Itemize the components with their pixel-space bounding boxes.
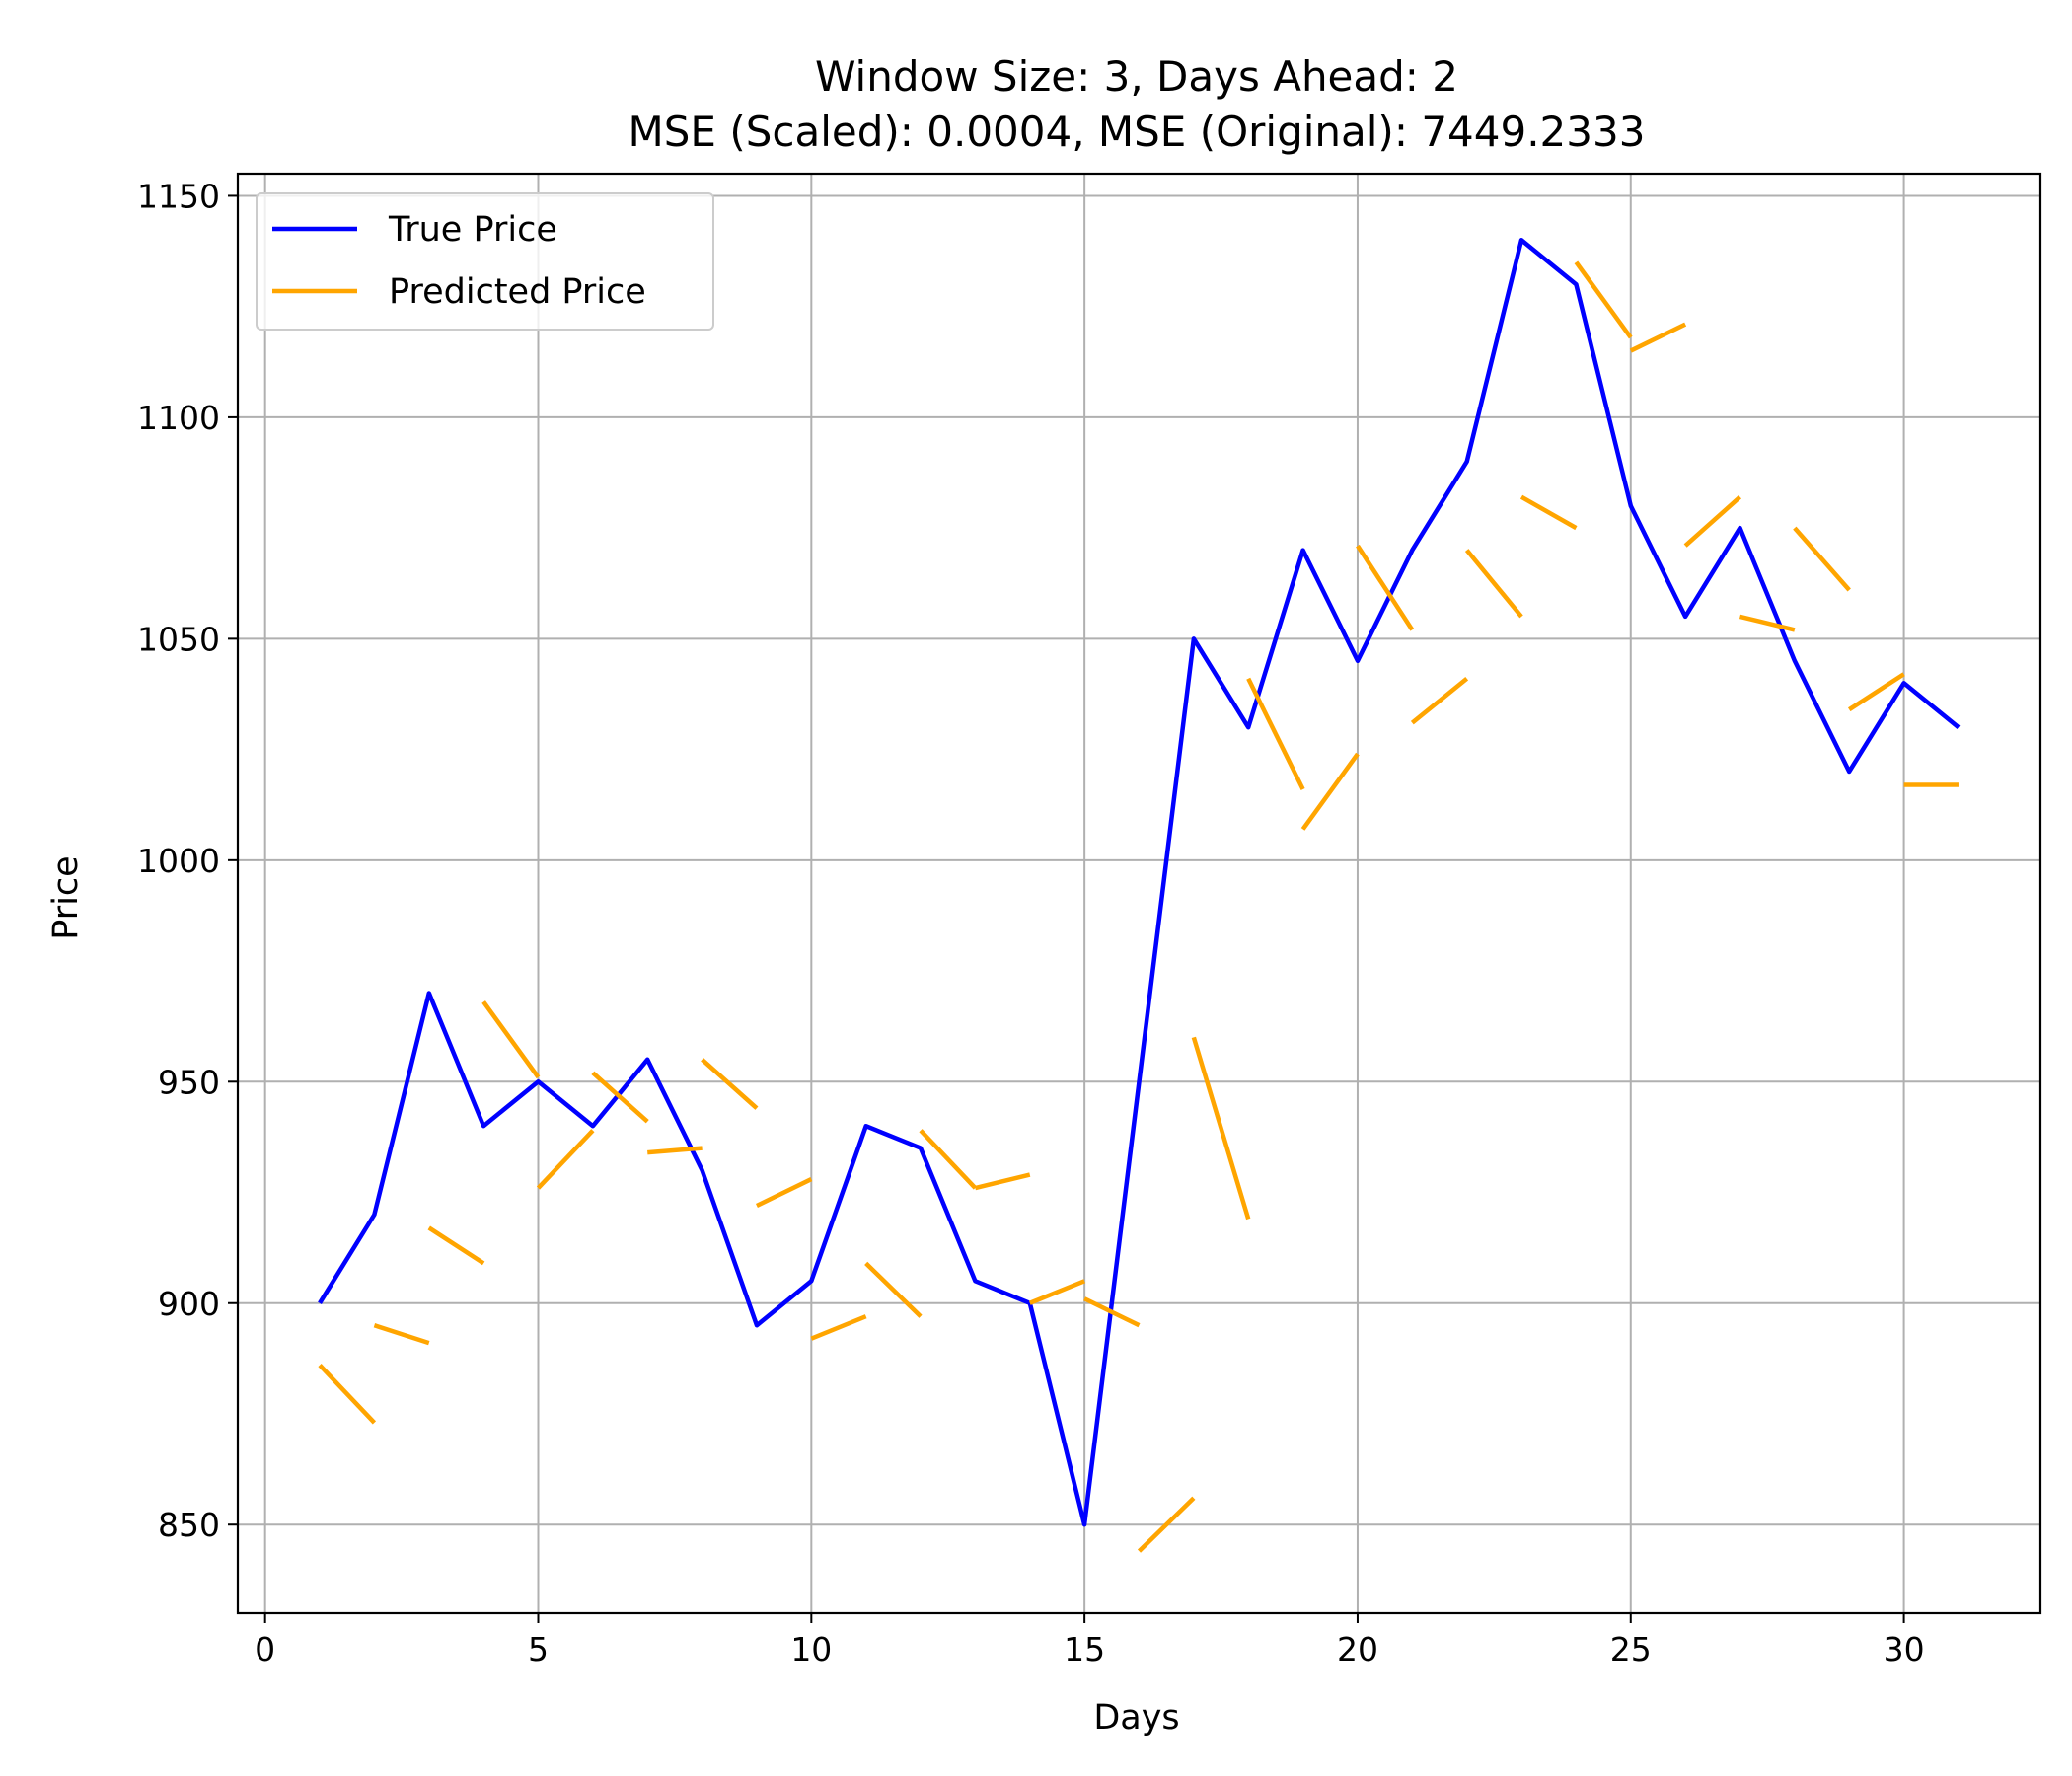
predicted-price-segment [1739, 614, 1796, 632]
predicted-price-segment [1683, 495, 1741, 548]
y-tick-label: 900 [158, 1285, 220, 1323]
predicted-price-segment [1629, 322, 1687, 353]
x-tick-label: 5 [528, 1630, 549, 1668]
y-tick-label: 1150 [137, 177, 220, 215]
y-tick-label: 1000 [137, 842, 220, 880]
predicted-price-segment [864, 1261, 923, 1318]
predicted-price-segment [974, 1172, 1031, 1191]
predicted-price-segment [1464, 549, 1523, 619]
y-axis-label: Price [46, 855, 86, 939]
predicted-price-segment [1191, 1036, 1251, 1221]
x-tick-label: 15 [1064, 1630, 1105, 1668]
x-axis-label: Days [1093, 1698, 1179, 1738]
y-tick-label: 1050 [137, 620, 220, 658]
legend-label-predicted-price: Predicted Price [389, 272, 646, 312]
chart-title: Window Size: 3, Days Ahead: 2 [815, 52, 1458, 101]
predicted-price-segment [481, 1000, 541, 1079]
x-tick-label: 10 [790, 1630, 832, 1668]
plot-frame [236, 172, 2042, 1615]
predicted-price-segment [373, 1323, 430, 1346]
x-tick-label: 25 [1610, 1630, 1652, 1668]
predicted-price-segment [919, 1129, 978, 1190]
predicted-price-segment [1848, 672, 1905, 712]
predicted-price-segment [701, 1058, 759, 1110]
legend: True Price Predicted Price [256, 192, 714, 331]
x-tick-label: 0 [255, 1630, 275, 1668]
predicted-price-segment [318, 1364, 377, 1425]
predicted-price-segment [1083, 1296, 1141, 1328]
legend-label-true-price: True Price [388, 210, 557, 250]
predicted-price-segment [1410, 677, 1469, 725]
predicted-price-segment [536, 1129, 595, 1190]
x-tick-label: 20 [1337, 1630, 1378, 1668]
legend-box [256, 192, 714, 331]
predicted-price-segment [1246, 677, 1305, 790]
predicted-price-segment [647, 1146, 703, 1155]
predicted-price-segment [427, 1225, 485, 1266]
predicted-price-segment [591, 1071, 649, 1124]
x-tick-label: 30 [1884, 1630, 1925, 1668]
y-tick-label: 850 [158, 1506, 220, 1544]
ticks: 0 5 10 15 20 25 30 850 900 950 1000 1050 1100 1150 [137, 177, 1925, 1668]
predicted-price-segment [1793, 526, 1851, 592]
predicted-price-segment [1137, 1496, 1196, 1553]
chart-subtitle: MSE (Scaled): 0.0004, MSE (Original): 74… [629, 108, 1646, 156]
y-tick-label: 1100 [137, 399, 220, 437]
y-tick-label: 950 [158, 1063, 220, 1101]
predicted-price-segment [810, 1314, 867, 1341]
predicted-price-segment [1356, 544, 1415, 631]
predicted-price-segment [1300, 752, 1360, 831]
predicted-price-segment [1574, 260, 1633, 339]
predicted-price-segment [1028, 1279, 1085, 1305]
predicted-price-segment [1519, 494, 1578, 531]
series-layer [318, 238, 1961, 1553]
predicted-price-segment [755, 1177, 813, 1209]
